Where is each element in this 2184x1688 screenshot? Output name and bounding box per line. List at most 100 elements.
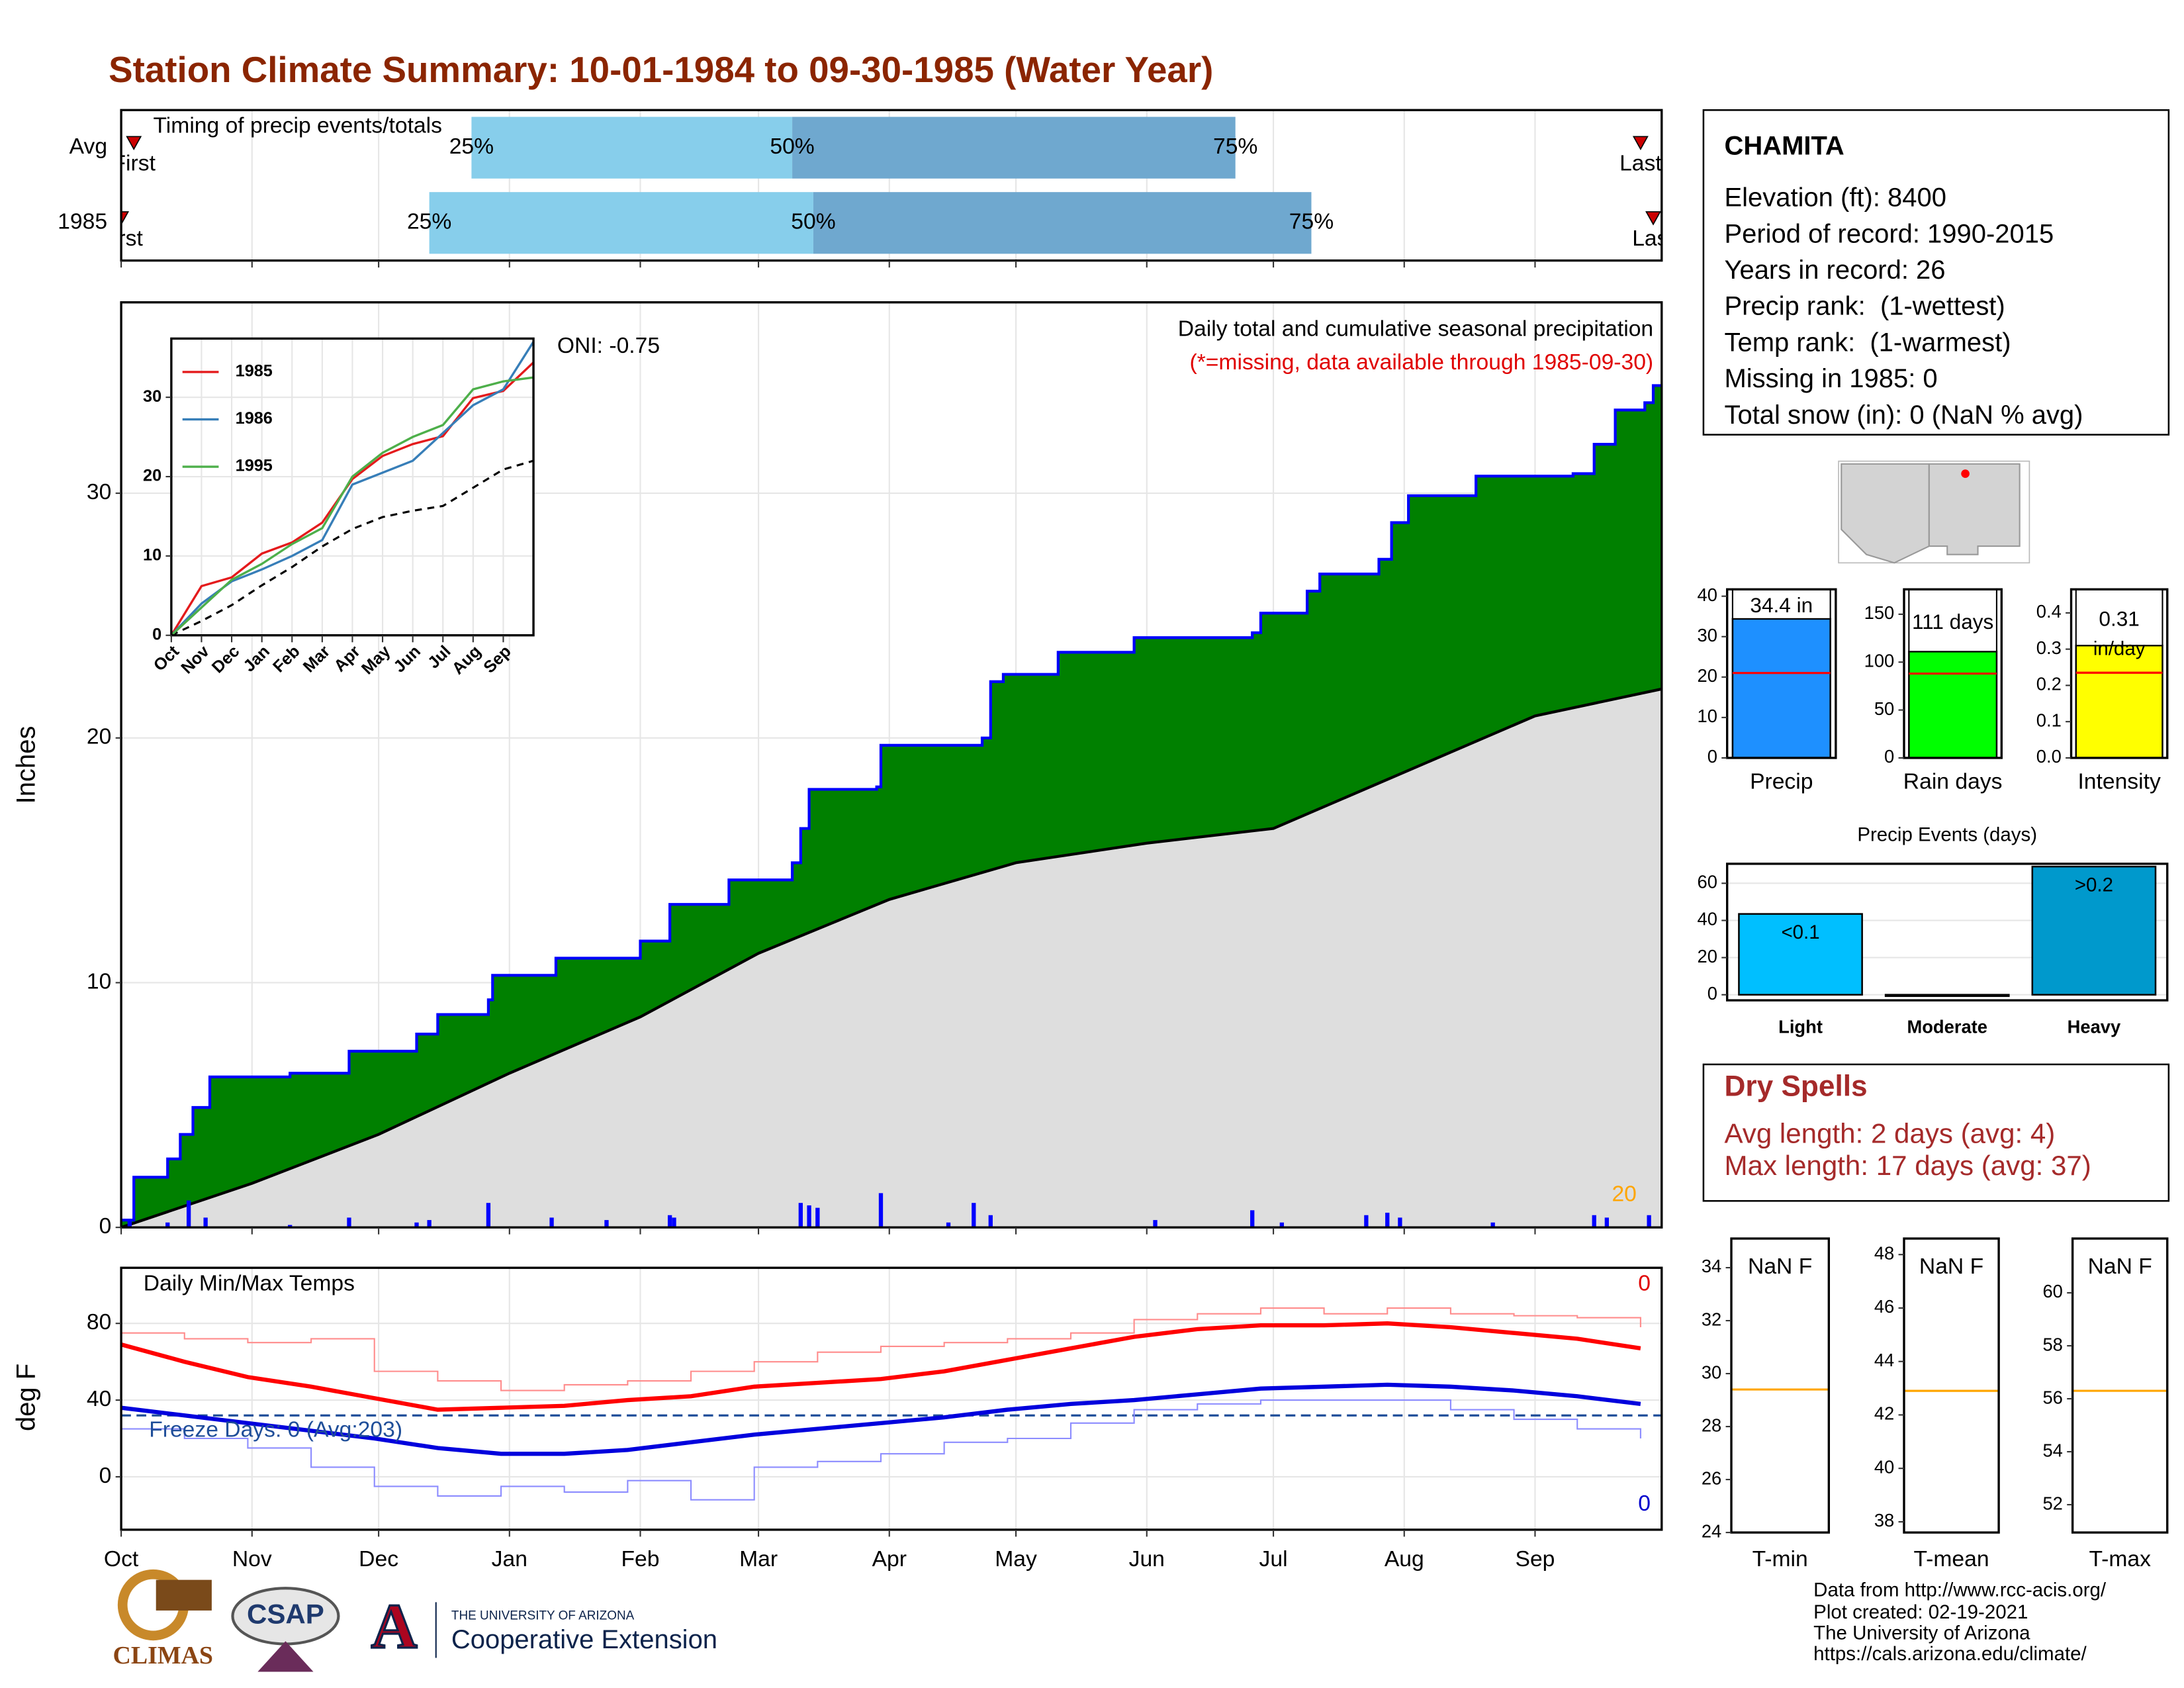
timing-bar <box>813 192 1312 254</box>
plot-marks <box>171 341 534 635</box>
climas-shape <box>156 1579 212 1611</box>
y-tick-label: 54 <box>2042 1440 2062 1460</box>
y-tick-label: 10 <box>1698 706 1717 726</box>
station-line: Years in record: 26 <box>1724 256 1945 285</box>
value-label: 34.4 in <box>1750 593 1813 617</box>
legend-label: 1986 <box>236 409 273 428</box>
y-tick-label: 0.1 <box>2036 710 2062 730</box>
station-line: Period of record: 1990-2015 <box>1724 219 2054 248</box>
y-tick-label: 56 <box>2042 1387 2062 1407</box>
y-tick-label: 0.2 <box>2036 674 2062 694</box>
daily-bar <box>604 1220 609 1228</box>
bar <box>1884 994 2010 998</box>
legend-label: 1985 <box>236 362 273 381</box>
freeze-label: Freeze Days: 0 (Avg:203) <box>149 1417 402 1442</box>
max-label: 0 <box>1638 1271 1651 1295</box>
timing-bar <box>471 117 793 179</box>
series-line <box>121 1307 1641 1391</box>
annotation: ONI: -0.75 <box>557 334 660 358</box>
y-tick-label: 0.0 <box>2036 746 2062 767</box>
y-tick-label: 0 <box>99 1464 112 1488</box>
chart: <0.1 >0.2 0 20 40 60 Precip Events (days) <box>1698 824 2169 1004</box>
value-label: NaN F <box>1748 1254 1812 1279</box>
footer-line: The University of Arizona <box>1813 1622 2030 1644</box>
plot-marks <box>121 384 1662 1228</box>
daily-bar <box>1592 1215 1596 1228</box>
daily-bar <box>1647 1215 1651 1228</box>
daily-bar <box>1153 1220 1158 1228</box>
title: Daily Min/Max Temps <box>144 1271 355 1295</box>
y-tick-label: 60 <box>1698 872 1717 892</box>
y-tick-label: 30 <box>1698 625 1717 645</box>
y-tick-label: 150 <box>1864 602 1895 623</box>
plot-border <box>120 109 1663 262</box>
dry-spells-line: Max length: 17 days (avg: 37) <box>1724 1150 2091 1181</box>
row-label: 1985 <box>58 210 107 234</box>
y-tick-label: 58 <box>2042 1334 2062 1354</box>
event-marker <box>1632 136 1649 150</box>
plot-border <box>1903 1237 2000 1534</box>
daily-bar <box>815 1207 820 1228</box>
x-tick-label: Aug <box>1385 1547 1424 1571</box>
category-label: Rain days <box>1903 770 2003 794</box>
y-tick-label: 32 <box>1702 1309 1721 1329</box>
x-tick-label: Apr <box>872 1547 907 1571</box>
logo-text: CLIMAS <box>113 1642 213 1669</box>
series-line <box>171 341 534 635</box>
dry-spells-line: Avg length: 2 days (avg: 4) <box>1724 1117 2055 1149</box>
y-tick-label: 0.3 <box>2036 637 2062 658</box>
plot-border <box>120 1266 1663 1531</box>
daily-bar <box>347 1217 351 1228</box>
csap-mountain <box>257 1641 314 1672</box>
quantile-label: 50% <box>770 134 814 159</box>
quantile-label: 25% <box>449 134 494 159</box>
event-label: First <box>113 151 156 175</box>
station-line: Total snow (in): 0 (NaN % avg) <box>1724 400 2083 430</box>
chart: 24 26 28 30 32 34 <box>1702 1237 1831 1541</box>
plot-background <box>1903 1239 1999 1533</box>
y-tick-label: 100 <box>1864 650 1895 671</box>
count-label: 20 <box>1612 1182 1636 1207</box>
series-line <box>121 1382 1641 1456</box>
chart: 111 days 0 50 100 150 <box>1864 588 2003 767</box>
daily-bar <box>127 1220 132 1228</box>
daily-bar <box>988 1215 993 1228</box>
category-label: Intensity <box>2077 770 2161 794</box>
row-label: Avg <box>69 134 107 159</box>
ua-logo: A <box>371 1591 418 1662</box>
station-name: CHAMITA <box>1724 132 1844 161</box>
x-tick-label: Mar <box>739 1547 778 1571</box>
daily-bar <box>807 1205 811 1228</box>
series-line <box>121 1399 1641 1501</box>
event-marker <box>126 136 142 150</box>
station-line: Elevation (ft): 8400 <box>1724 183 1946 212</box>
title: Timing of precip events/totals <box>154 113 442 138</box>
plot-marks: 0.31 in/day <box>2075 589 2163 758</box>
daily-bar <box>946 1222 951 1228</box>
x-tick-label: Jan <box>492 1547 527 1571</box>
category-label: T-max <box>2089 1547 2151 1571</box>
bar-label: <0.1 <box>1781 921 1819 943</box>
category-label: Heavy <box>2068 1016 2121 1037</box>
value-label: 0.31 <box>2099 606 2139 630</box>
quantile-label: 75% <box>1289 210 1334 234</box>
x-tick-label: Oct <box>104 1547 139 1571</box>
y-tick-label: 38 <box>1874 1510 1894 1530</box>
chart: 52 54 56 58 60 <box>2042 1237 2169 1534</box>
y-tick-label: 20 <box>143 467 161 485</box>
plot-border <box>1730 1237 1831 1534</box>
cumulative-line <box>121 384 1662 1222</box>
event-marker <box>121 211 130 226</box>
x-tick-label: Nov <box>232 1547 272 1571</box>
y-tick-label: 44 <box>1874 1350 1894 1370</box>
value-label: NaN F <box>2088 1254 2152 1279</box>
daily-bar <box>549 1217 554 1228</box>
y-tick-label: 40 <box>87 1387 111 1411</box>
station-line: Temp rank: (1-warmest) <box>1724 328 2011 357</box>
reference-line <box>171 459 534 635</box>
y-tick-label: 40 <box>1698 585 1717 605</box>
y-tick-label: 24 <box>1702 1521 1721 1541</box>
plot-marks: 34.4 in <box>1731 589 1831 758</box>
logo-text: Cooperative Extension <box>451 1625 717 1654</box>
